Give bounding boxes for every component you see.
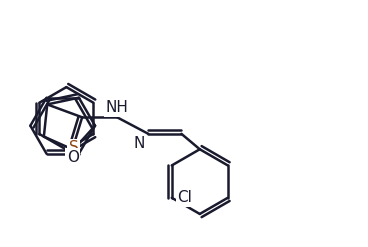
Text: Cl: Cl: [177, 190, 192, 205]
Text: O: O: [67, 150, 79, 165]
Text: NH: NH: [106, 100, 128, 115]
Text: S: S: [68, 140, 78, 155]
Text: N: N: [133, 136, 145, 151]
